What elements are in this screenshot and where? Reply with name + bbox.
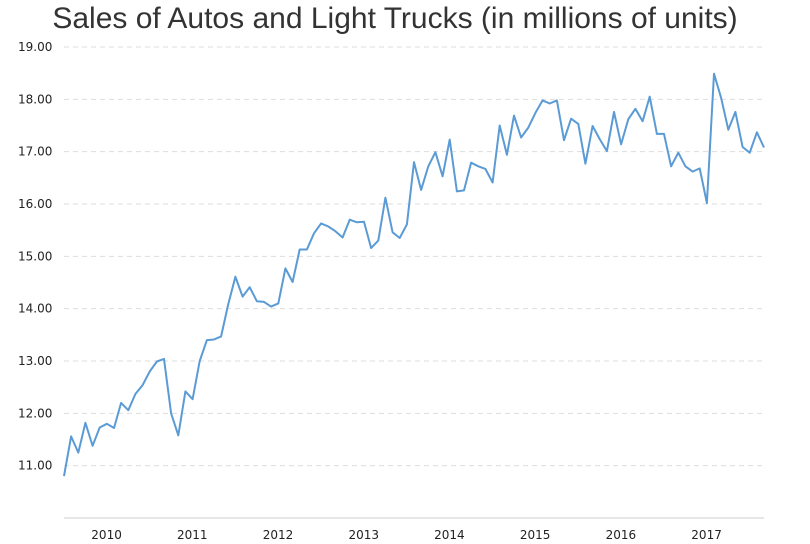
x-tick-label: 2011 [177,528,208,542]
x-tick-label: 2013 [348,528,379,542]
series-layer [63,72,765,477]
x-tick-label: 2017 [691,528,722,542]
x-tick-label: 2010 [91,528,122,542]
x-tick-label: 2012 [263,528,294,542]
y-tick-label: 14.00 [18,302,52,316]
x-tick-label: 2015 [520,528,551,542]
x-tick-labels: 2010 2011 2012 2013 2014 2015 2016 2017 [91,528,722,542]
x-tick-label: 2014 [434,528,465,542]
y-tick-label: 13.00 [18,354,52,368]
y-tick-label: 17.00 [18,145,52,159]
y-tick-label: 15.00 [18,249,52,263]
series-line [63,72,765,477]
y-tick-label: 12.00 [18,406,52,420]
y-tick-label: 11.00 [18,459,52,473]
y-tick-labels: 11.00 12.00 13.00 14.00 15.00 16.00 17.00 18.00… [18,40,52,473]
y-tick-label: 16.00 [18,197,52,211]
chart-title: Sales of Autos and Light Trucks (in mill… [52,2,738,35]
x-tick-label: 2016 [606,528,637,542]
y-tick-label: 19.00 [18,40,52,54]
y-tick-label: 18.00 [18,92,52,106]
